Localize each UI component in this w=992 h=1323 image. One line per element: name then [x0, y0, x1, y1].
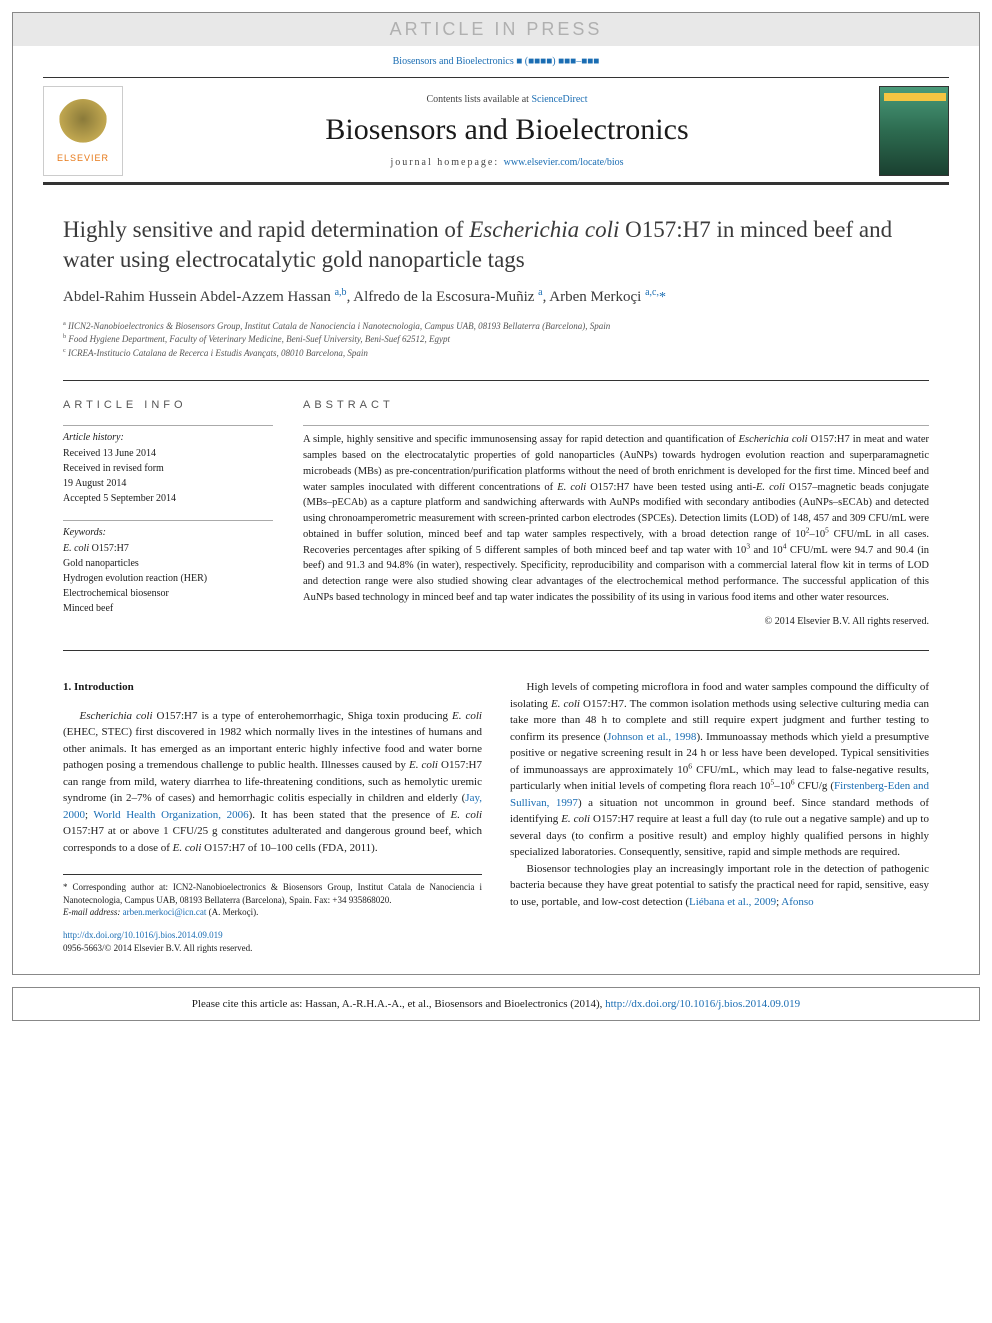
affiliation-a: a IICN2-Nanobioelectronics & Biosensors … [63, 320, 929, 334]
email-link[interactable]: arben.merkoci@icn.cat [123, 907, 207, 917]
doi-link[interactable]: http://dx.doi.org/10.1016/j.bios.2014.09… [63, 930, 223, 940]
journal-name: Biosensors and Bioelectronics [135, 113, 879, 147]
corresponding-author-note: * Corresponding author at: ICN2-Nanobioe… [63, 881, 482, 906]
journal-homepage-line: journal homepage: www.elsevier.com/locat… [135, 157, 879, 168]
journal-reference-line: Biosensors and Bioelectronics ■ (■■■■) ■… [13, 46, 979, 77]
affiliation-c: c ICREA-Institucio Catalana de Recerca i… [63, 347, 929, 361]
footnotes: * Corresponding author at: ICN2-Nanobioe… [63, 874, 482, 954]
info-abstract-row: ARTICLE INFO Article history: Received 1… [63, 380, 929, 630]
affiliations: a IICN2-Nanobioelectronics & Biosensors … [63, 320, 929, 361]
homepage-label: journal homepage: [390, 157, 503, 168]
elsevier-text: ELSEVIER [57, 153, 109, 163]
affiliation-b: b Food Hygiene Department, Faculty of Ve… [63, 333, 929, 347]
cite-prefix: Please cite this article as: Hassan, A.-… [192, 998, 605, 1010]
article-body: Highly sensitive and rapid determination… [13, 185, 979, 974]
article-info-head: ARTICLE INFO [63, 399, 273, 411]
article-info-column: ARTICLE INFO Article history: Received 1… [63, 399, 273, 630]
journal-header: ELSEVIER Contents lists available at Sci… [43, 77, 949, 185]
intro-para-2: High levels of competing microflora in f… [510, 679, 929, 861]
column-right: High levels of competing microflora in f… [510, 679, 929, 954]
column-left: 1. Introduction Escherichia coli O157:H7… [63, 679, 482, 954]
history-label: Article history: [63, 432, 273, 443]
authors-line: Abdel-Rahim Hussein Abdel-Azzem Hassan a… [63, 289, 929, 306]
abstract-text: A simple, highly sensitive and specific … [303, 432, 929, 605]
article-in-press-banner: ARTICLE IN PRESS [13, 13, 979, 46]
intro-para-3: Biosensor technologies play an increasin… [510, 861, 929, 911]
elsevier-logo: ELSEVIER [43, 86, 123, 176]
intro-para-1: Escherichia coli O157:H7 is a type of en… [63, 708, 482, 857]
header-center: Contents lists available at ScienceDirec… [135, 94, 879, 168]
elsevier-tree-icon [58, 99, 108, 149]
keywords-content: E. coli O157:H7Gold nanoparticlesHydroge… [63, 541, 273, 616]
keywords-section: Keywords: E. coli O157:H7Gold nanopartic… [63, 520, 273, 616]
history-content: Received 13 June 2014Received in revised… [63, 446, 273, 506]
contents-prefix: Contents lists available at [426, 94, 531, 105]
history-section: Article history: Received 13 June 2014Re… [63, 425, 273, 506]
sciencedirect-link[interactable]: ScienceDirect [531, 94, 587, 105]
main-two-column: 1. Introduction Escherichia coli O157:H7… [63, 650, 929, 954]
citation-box: Please cite this article as: Hassan, A.-… [12, 987, 980, 1021]
homepage-link[interactable]: www.elsevier.com/locate/bios [504, 157, 624, 168]
email-line: E-mail address: arben.merkoci@icn.cat (A… [63, 906, 482, 919]
page-frame: ARTICLE IN PRESS Biosensors and Bioelect… [12, 12, 980, 975]
abstract-head: ABSTRACT [303, 399, 929, 411]
keywords-label: Keywords: [63, 527, 273, 538]
issn-copyright: 0956-5663/© 2014 Elsevier B.V. All right… [63, 943, 252, 953]
doi-line: http://dx.doi.org/10.1016/j.bios.2014.09… [63, 929, 482, 954]
contents-available-line: Contents lists available at ScienceDirec… [135, 94, 879, 105]
abstract-column: ABSTRACT A simple, highly sensitive and … [303, 399, 929, 630]
section-1-head: 1. Introduction [63, 679, 482, 696]
article-title: Highly sensitive and rapid determination… [63, 215, 929, 275]
cite-doi-link[interactable]: http://dx.doi.org/10.1016/j.bios.2014.09… [605, 998, 800, 1010]
abstract-copyright: © 2014 Elsevier B.V. All rights reserved… [303, 616, 929, 627]
journal-cover-thumbnail [879, 86, 949, 176]
